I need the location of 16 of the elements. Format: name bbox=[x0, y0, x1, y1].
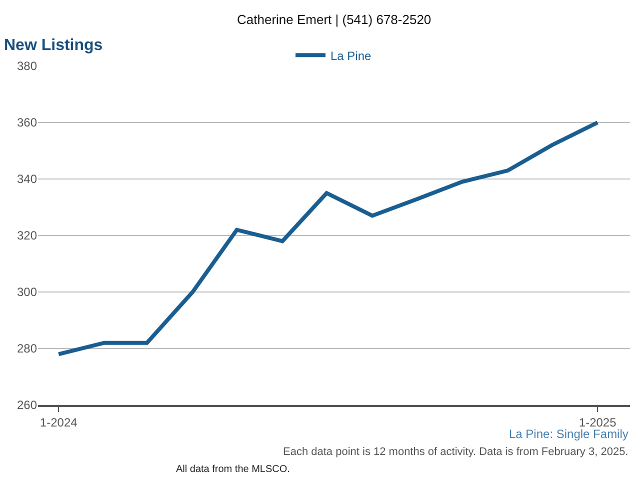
y-tick-label: 260 bbox=[16, 398, 38, 412]
chart-subtitle: Catherine Emert | (541) 678-2520 bbox=[237, 12, 432, 27]
y-tick-label: 320 bbox=[16, 228, 38, 243]
y-tick-label: 300 bbox=[16, 285, 38, 300]
chart-title: New Listings bbox=[4, 37, 103, 54]
y-tick-label: 280 bbox=[16, 342, 38, 356]
line-series bbox=[56, 120, 600, 356]
x-tick-label: 1-2024 bbox=[40, 415, 78, 430]
text: Each data point is 12 months of activity. Data is from February 3, 2025. bbox=[283, 446, 628, 458]
text: La Pine: Single Family bbox=[509, 427, 628, 441]
y-tick-label: 340 bbox=[16, 172, 38, 186]
y-tick-label: 360 bbox=[16, 116, 38, 130]
text: All data from the MLSCO. bbox=[176, 464, 290, 475]
legend-label: La Pine bbox=[330, 48, 372, 63]
x-tick-label: 1-2025 bbox=[578, 415, 617, 430]
y-tick-label: 380 bbox=[16, 59, 38, 74]
